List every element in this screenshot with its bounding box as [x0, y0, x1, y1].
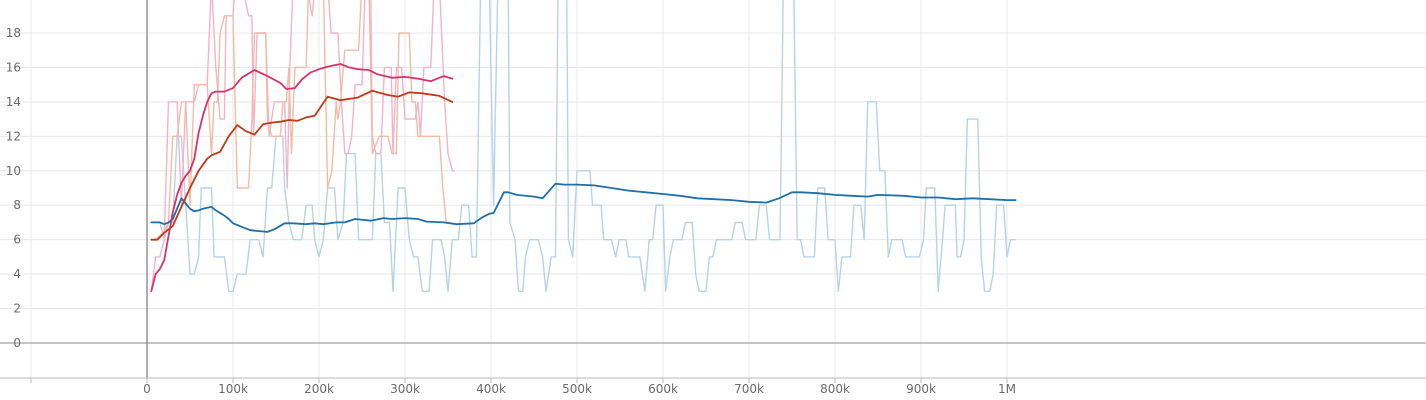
y-tick-label: 10 — [6, 164, 21, 178]
x-tick-label: 900k — [906, 382, 936, 396]
x-tick-label: 800k — [820, 382, 850, 396]
x-tick-label: 500k — [562, 382, 592, 396]
series-3-smoothed-line — [150, 89, 454, 241]
x-axis-ticks: 0 100k 200k 300k 400k 500k 600k 700k 800k 900k 1M — [30, 378, 1016, 396]
x-tick-label: 200k — [304, 382, 334, 396]
series-2-raw-line — [150, 0, 455, 292]
y-tick-label: 16 — [6, 60, 21, 74]
raw-series-lines — [150, 0, 1016, 292]
y-tick-label: 18 — [6, 26, 21, 40]
x-tick-label: 600k — [648, 382, 678, 396]
series-2-smoothed-line — [150, 63, 454, 293]
y-tick-label: 2 — [13, 302, 21, 316]
axes — [0, 0, 1426, 379]
x-tick-label: 300k — [390, 382, 420, 396]
y-tick-label: 6 — [13, 233, 21, 247]
series-1-raw-line — [151, 0, 1016, 292]
y-tick-label: 0 — [13, 336, 21, 350]
y-tick-label: 8 — [13, 198, 21, 212]
series-3-raw-line — [151, 0, 451, 241]
x-tick-label: 700k — [734, 382, 764, 396]
series-1-smoothed-line — [150, 182, 1017, 233]
x-tick-label: 400k — [476, 382, 506, 396]
x-tick-label: 100k — [218, 382, 248, 396]
grid — [0, 0, 1426, 378]
y-tick-label: 12 — [6, 129, 21, 143]
y-tick-label: 4 — [13, 267, 21, 281]
y-tick-label: 14 — [6, 95, 21, 109]
x-tick-label: 0 — [143, 382, 151, 396]
x-tick-label: 1M — [998, 382, 1016, 396]
y-axis-ticks: 0 2 4 6 8 10 12 14 16 18 — [6, 26, 21, 350]
smoothed-series-lines — [150, 63, 1017, 293]
